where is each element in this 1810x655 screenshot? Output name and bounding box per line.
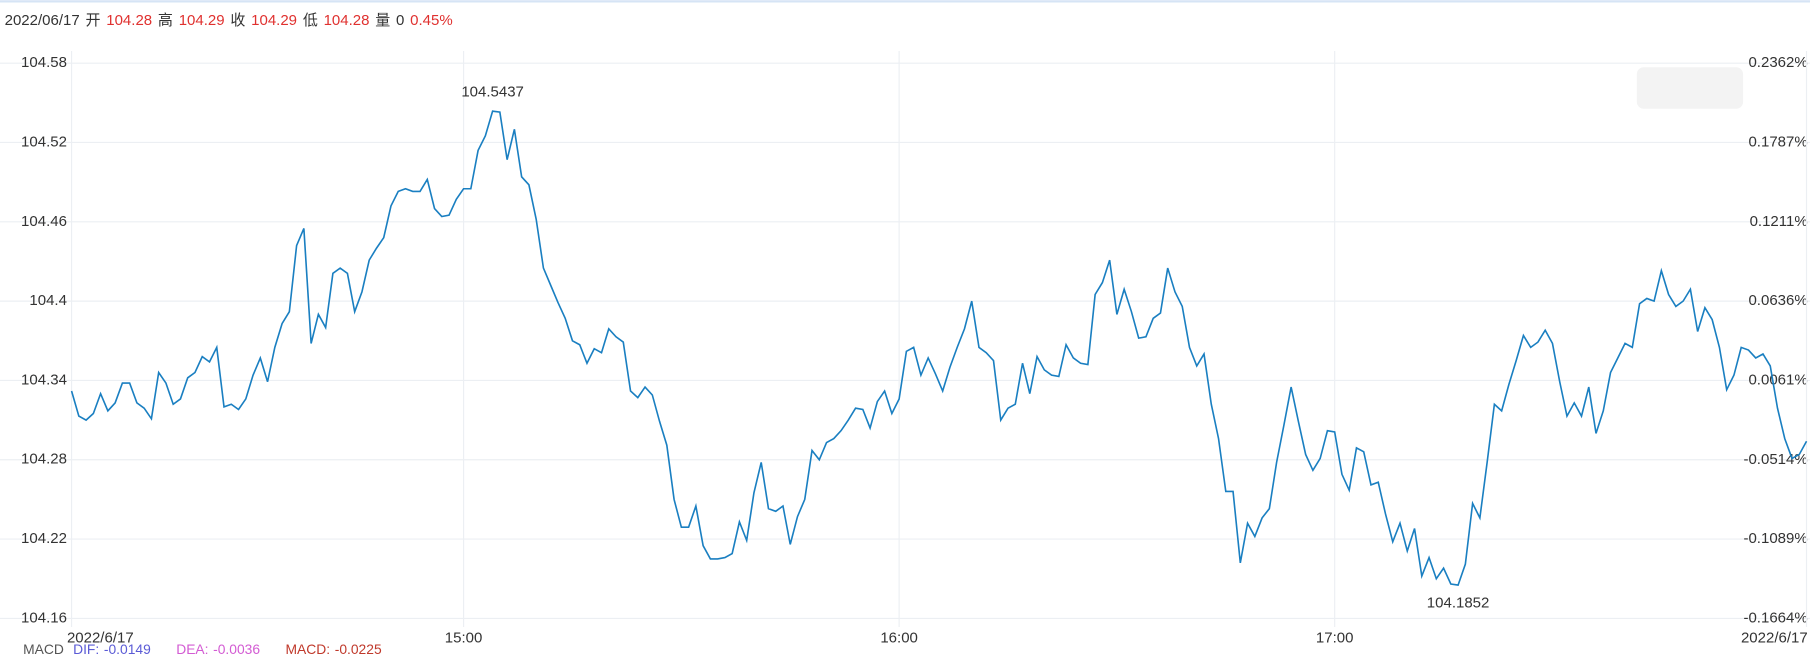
y-tick-label: 104.46 bbox=[21, 213, 67, 230]
y2-tick-label: -0.1664% bbox=[1743, 609, 1807, 626]
high-annotation: 104.5437 bbox=[461, 84, 524, 101]
quote-field-value: 104.29 bbox=[251, 12, 297, 29]
quote-header: 2022/06/17 开 104.28 高 104.29 收 104.29 低 104.28 量 0… bbox=[5, 12, 453, 29]
y2-tick-label: 0.1211% bbox=[1750, 213, 1808, 230]
macd-field-value: -0.0149 bbox=[104, 641, 151, 655]
x-tick-label: 15:00 bbox=[445, 630, 483, 647]
quote-field-name: 收 bbox=[230, 12, 245, 29]
quote-field-name: 开 bbox=[85, 12, 100, 29]
macd-field-name: MACD: bbox=[285, 641, 330, 655]
price-line bbox=[70, 110, 1808, 586]
x-tick-label: 16:00 bbox=[880, 630, 918, 647]
y-tick-label: 104.4 bbox=[29, 292, 67, 309]
quote-field-value: 104.28 bbox=[106, 12, 152, 29]
y2-tick-label: -0.0514% bbox=[1743, 451, 1807, 468]
y2-tick-label: 0.0061% bbox=[1748, 371, 1807, 388]
x-tick-label: 2022/6/17 bbox=[67, 630, 134, 647]
macd-field-value: -0.0225 bbox=[335, 641, 382, 655]
y-tick-label: 104.34 bbox=[21, 371, 67, 388]
y2-tick-label: 0.1787% bbox=[1748, 133, 1807, 150]
y-tick-label: 104.16 bbox=[21, 609, 67, 626]
x-tick-label: 2022/6/17 bbox=[1741, 630, 1808, 647]
y-tick-label: 104.52 bbox=[21, 133, 67, 150]
quote-change: 0.45% bbox=[410, 12, 453, 29]
macd-header: MACD DIF: -0.0149 DEA: -0.0036 MACD: -0.0225 bbox=[23, 641, 382, 655]
macd-field-value: -0.0036 bbox=[213, 641, 260, 655]
y-tick-label: 104.22 bbox=[21, 530, 67, 547]
macd-field-name: DIF: bbox=[73, 641, 99, 655]
quote-field-name: 低 bbox=[303, 12, 318, 29]
quote-field-value: 104.29 bbox=[179, 12, 225, 29]
y2-tick-label: 0.2362% bbox=[1748, 54, 1807, 71]
y2-tick-label: -0.1089% bbox=[1743, 530, 1807, 547]
y2-tick-label: 0.0636% bbox=[1748, 292, 1807, 309]
low-annotation: 104.1852 bbox=[1427, 595, 1490, 612]
y-tick-label: 104.58 bbox=[21, 54, 67, 71]
quote-field-value: 0 bbox=[396, 12, 404, 29]
quote-date: 2022/06/17 bbox=[5, 12, 80, 29]
y-tick-label: 104.28 bbox=[21, 451, 67, 468]
quote-field-value: 104.28 bbox=[324, 12, 370, 29]
x-tick-label: 17:00 bbox=[1316, 630, 1354, 647]
macd-name: MACD bbox=[23, 641, 64, 655]
quote-field-name: 量 bbox=[375, 12, 390, 29]
macd-field-name: DEA: bbox=[176, 641, 208, 655]
watermark bbox=[1636, 67, 1744, 109]
quote-field-name: 高 bbox=[158, 12, 173, 29]
